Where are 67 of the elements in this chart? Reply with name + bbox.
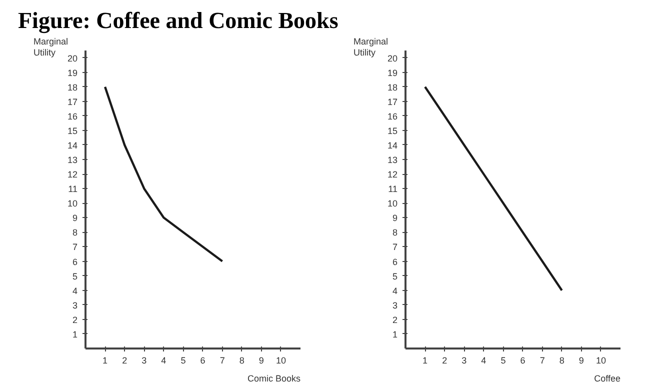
y-tick-label: 1 <box>72 329 78 340</box>
x-tick-label: 10 <box>596 356 606 366</box>
y-tick-label: 14 <box>387 140 398 150</box>
y-axis-title: Marginal Utility <box>34 36 68 58</box>
x-tick-label: 9 <box>258 356 264 366</box>
y-tick-label: 14 <box>67 140 78 150</box>
y-tick-label: 16 <box>387 111 398 122</box>
y-tick-label: 17 <box>387 96 398 107</box>
y-tick-label: 2 <box>392 314 398 325</box>
x-axis-title: Coffee <box>594 374 621 384</box>
y-tick-label: 13 <box>387 155 398 166</box>
x-tick-label: 4 <box>481 356 486 366</box>
y-tick-label: 17 <box>67 96 78 107</box>
x-tick-label: 8 <box>239 356 244 366</box>
x-tick-label: 2 <box>442 356 448 366</box>
y-tick-label: 15 <box>67 126 78 136</box>
y-tick-label: 8 <box>392 228 398 238</box>
y-tick-label: 6 <box>72 256 78 267</box>
y-tick-label: 3 <box>72 300 78 310</box>
y-tick-label: 5 <box>72 271 78 282</box>
x-tick-label: 10 <box>276 356 286 366</box>
y-tick-label: 4 <box>392 286 398 296</box>
y-tick-label: 9 <box>72 213 78 224</box>
y-tick-label: 7 <box>392 242 398 252</box>
x-tick-label: 2 <box>122 356 128 366</box>
y-tick-label: 4 <box>72 286 78 296</box>
y-tick-label: 15 <box>387 126 398 136</box>
y-tick-label: 12 <box>67 170 78 180</box>
y-tick-label: 8 <box>72 228 78 238</box>
x-tick-label: 3 <box>462 356 467 366</box>
y-tick-label: 7 <box>72 242 78 252</box>
line-series <box>104 86 224 262</box>
y-tick-label: 12 <box>387 170 398 180</box>
y-tick-label: 18 <box>387 82 398 92</box>
y-tick-label: 6 <box>392 256 398 267</box>
x-tick-label: 5 <box>180 356 186 366</box>
x-tick-label: 5 <box>500 356 506 366</box>
y-tick-label: 5 <box>392 271 398 282</box>
x-tick-label: 6 <box>520 356 526 366</box>
y-tick-label: 19 <box>67 68 78 78</box>
y-tick-label: 10 <box>387 198 398 209</box>
y-tick-label: 18 <box>67 82 78 92</box>
x-tick-label: 9 <box>578 356 584 366</box>
y-tick-label: 11 <box>68 184 78 194</box>
x-tick-label: 1 <box>422 356 428 366</box>
chart-title: Figure: Coffee and Comic Books <box>18 7 338 36</box>
y-tick-label: 1 <box>392 329 398 340</box>
y-tick-label: 3 <box>392 300 398 310</box>
x-axis-title: Comic Books <box>247 374 301 384</box>
x-tick-label: 7 <box>540 356 545 366</box>
x-tick-label: 8 <box>559 356 564 366</box>
y-tick-label: 16 <box>67 111 78 122</box>
x-tick-label: 3 <box>142 356 147 366</box>
y-axis-title: Marginal Utility <box>354 36 388 58</box>
x-tick-label: 1 <box>102 356 108 366</box>
y-tick-label: 9 <box>392 213 398 224</box>
y-tick-label: 11 <box>388 184 398 194</box>
x-tick-label: 4 <box>161 356 166 366</box>
line-series <box>424 86 563 292</box>
x-tick-label: 7 <box>220 356 225 366</box>
y-tick-label: 20 <box>67 53 78 64</box>
y-tick-label: 19 <box>387 68 398 78</box>
y-tick-label: 2 <box>72 314 78 325</box>
y-tick-label: 20 <box>387 53 398 64</box>
y-tick-label: 13 <box>67 155 78 166</box>
y-tick-label: 10 <box>67 198 78 209</box>
x-tick-label: 6 <box>200 356 206 366</box>
